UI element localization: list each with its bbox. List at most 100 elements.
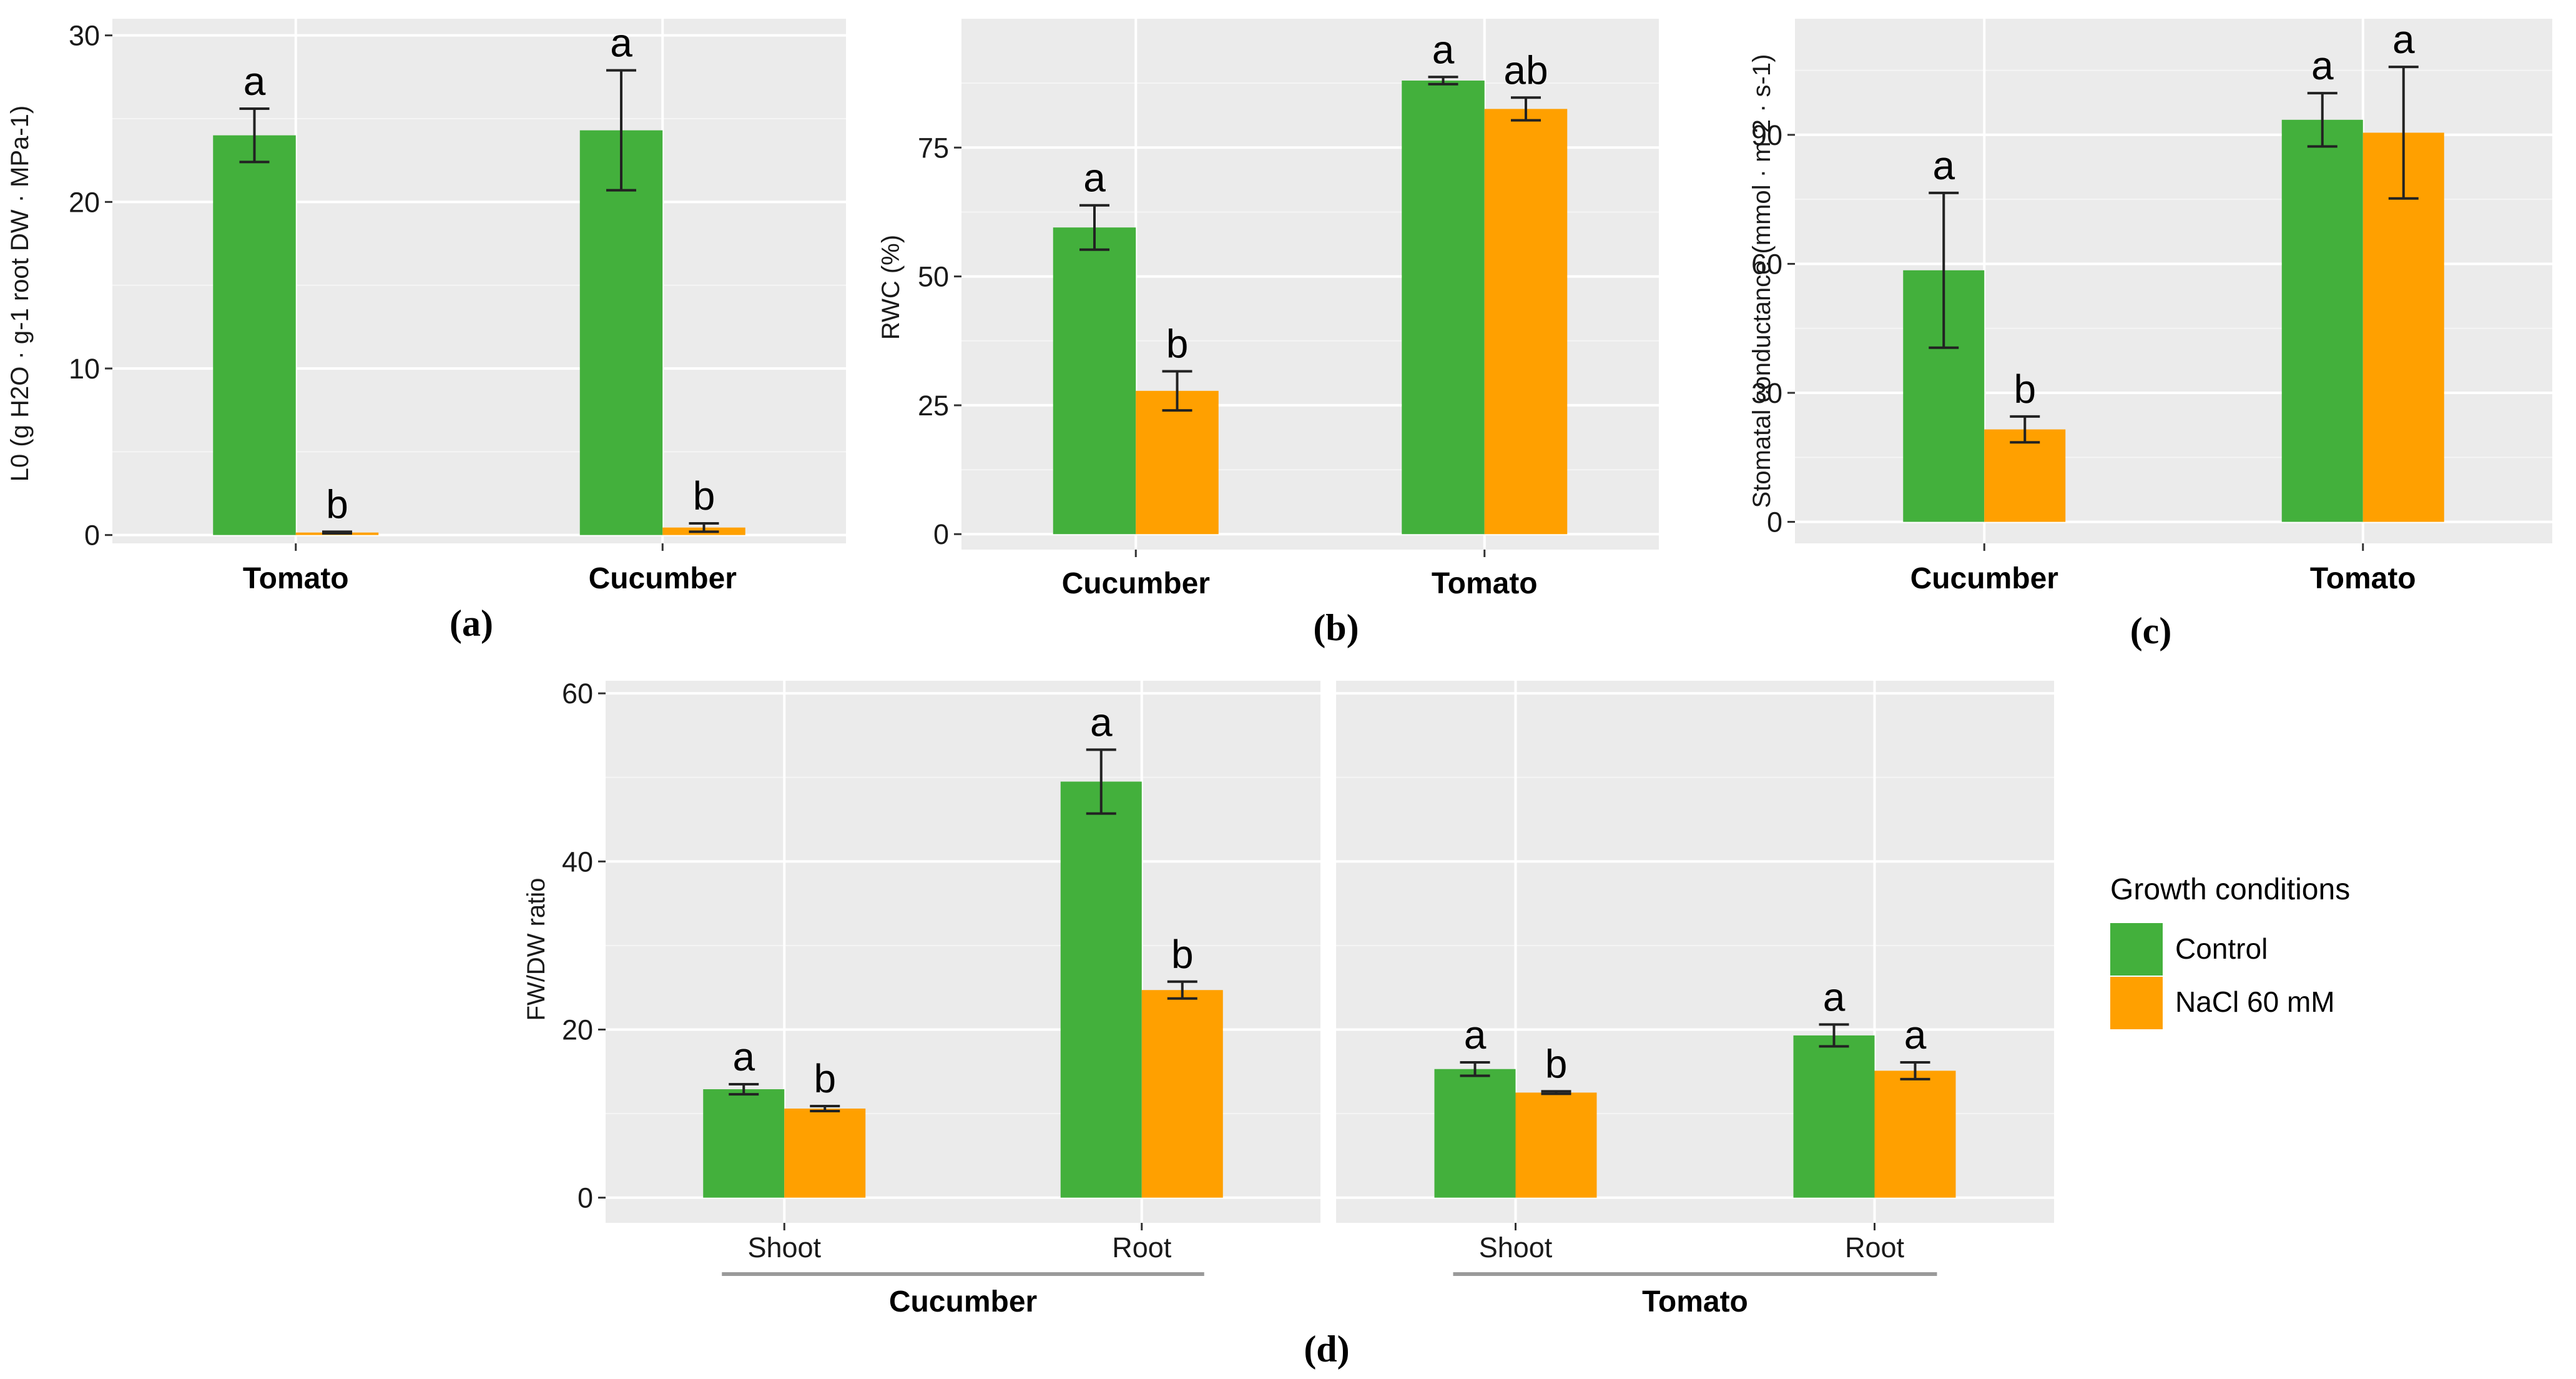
error-bar [239,107,270,164]
significance-letter: b [814,1056,836,1101]
legend: Growth conditions Control NaCl 60 mM [2110,873,2350,1029]
bar-control-root [1060,781,1142,1198]
legend-title: Growth conditions [2110,873,2350,906]
y-axis-title: RWC (%) [877,235,905,340]
bar-control-tomato [1402,81,1485,535]
y-axis-title: FW/DW ratio [523,878,550,1021]
bar-nacl-shoot [1515,1092,1597,1198]
panel-d-tomato: a a b a Shoot Root Tomato [1336,681,2054,1318]
error-bar [322,530,352,535]
bar-nacl-cucumber [1136,390,1219,535]
error-bar [1900,1060,1930,1080]
significance-letter: b [1545,1041,1568,1086]
bar-control-tomato [213,135,296,535]
error-bar [1086,748,1116,815]
bar-control-shoot [1434,1069,1516,1198]
y-tick-label: 0 [84,520,100,551]
panel-d-cucumber: 0 20 40 60 a a b b Shoot Root Cucumber [562,678,1320,1318]
significance-letter: a [1083,156,1106,200]
error-bar [2388,66,2419,200]
panel-caption: (a) [450,603,493,644]
significance-letter: a [1090,699,1113,744]
significance-letter: a [1823,974,1846,1019]
error-bar [1460,1060,1490,1077]
significance-letter: a [243,59,266,104]
significance-letter: b [693,473,715,518]
bar-control-root [1793,1035,1875,1198]
significance-letter: a [2311,43,2334,88]
x-category-label: Tomato [243,562,349,595]
y-tick-label: 20 [69,186,100,218]
x-subcategory-label: Root [1112,1232,1172,1263]
bar-nacl-tomato [1484,109,1568,535]
y-tick-label: 25 [918,390,949,422]
significance-letter: ab [1503,47,1548,92]
panel-a: 0 10 20 30 a a b b Tomato Cucumber L0 (g H2O · g-1… [6,19,846,595]
panel-caption: (c) [2130,610,2172,651]
y-axis-title: L0 (g H2O · g-1 root DW · MPa-1) [6,106,34,482]
bar-control-cucumber [579,130,663,535]
error-bar [1079,204,1109,251]
group-label: Cucumber [889,1285,1037,1318]
error-bar [2010,415,2040,444]
x-subcategory-label: Shoot [747,1232,821,1263]
y-tick-label: 60 [562,678,593,709]
y-tick-label: 0 [933,518,949,550]
panel-caption: (b) [1313,607,1359,648]
x-category-label: Tomato [2310,562,2416,595]
y-axis-title: Stomatal conductance (mmol · m-2 · s-1) [1748,54,1776,508]
x-subcategory-label: Shoot [1479,1232,1553,1263]
x-category-label: Cucumber [1910,562,2058,595]
legend-key-control [2110,923,2163,976]
significance-letter: a [2392,17,2415,62]
legend-label-control: Control [2175,932,2268,965]
error-bar [1511,96,1541,122]
significance-letter: b [2013,367,2036,412]
bar-nacl-cucumber [1984,429,2066,522]
error-bar [1162,370,1192,412]
error-bar [1541,1090,1571,1095]
bar-nacl-root [1874,1070,1956,1198]
y-tick-label: 60 [1751,248,1782,280]
error-bar [1167,980,1197,1000]
error-bar [810,1104,840,1113]
significance-letter: b [326,482,348,526]
y-tick-label: 75 [918,132,949,164]
x-category-label: Cucumber [1062,567,1210,600]
error-bar [1819,1023,1849,1048]
significance-letter: a [1432,27,1455,72]
bar-control-cucumber [1053,227,1136,535]
significance-letter: a [1904,1012,1927,1057]
y-tick-label: 90 [1751,119,1782,151]
error-bar [689,522,719,533]
significance-letter: a [1464,1012,1487,1057]
group-label: Tomato [1642,1285,1748,1318]
bar-nacl-root [1141,990,1223,1198]
panel-c: 0 30 60 90 a a b a Cucumber Tomato Stomatal conduc… [1748,17,2552,595]
significance-letter: b [1171,932,1194,977]
y-tick-label: 40 [562,846,593,877]
y-tick-label: 50 [918,261,949,293]
y-tick-label: 0 [578,1182,593,1214]
bar-control-tomato [2281,119,2363,522]
legend-label-nacl: NaCl 60 mM [2175,986,2335,1018]
significance-letter: a [732,1034,755,1079]
legend-key-nacl [2110,977,2163,1029]
error-bar [1428,76,1458,86]
significance-letter: a [1932,143,1955,188]
error-bar [1929,191,1959,349]
y-tick-label: 0 [1767,507,1782,538]
y-tick-label: 20 [562,1014,593,1045]
bar-nacl-shoot [784,1108,866,1198]
error-bar [729,1082,759,1096]
x-category-label: Cucumber [589,562,737,595]
panel-caption: (d) [1304,1328,1349,1370]
error-bar [606,69,636,192]
y-tick-label: 30 [69,20,100,52]
bar-control-shoot [703,1089,785,1198]
x-subcategory-label: Root [1845,1232,1905,1263]
y-tick-label: 10 [69,353,100,385]
significance-letter: a [610,21,632,66]
